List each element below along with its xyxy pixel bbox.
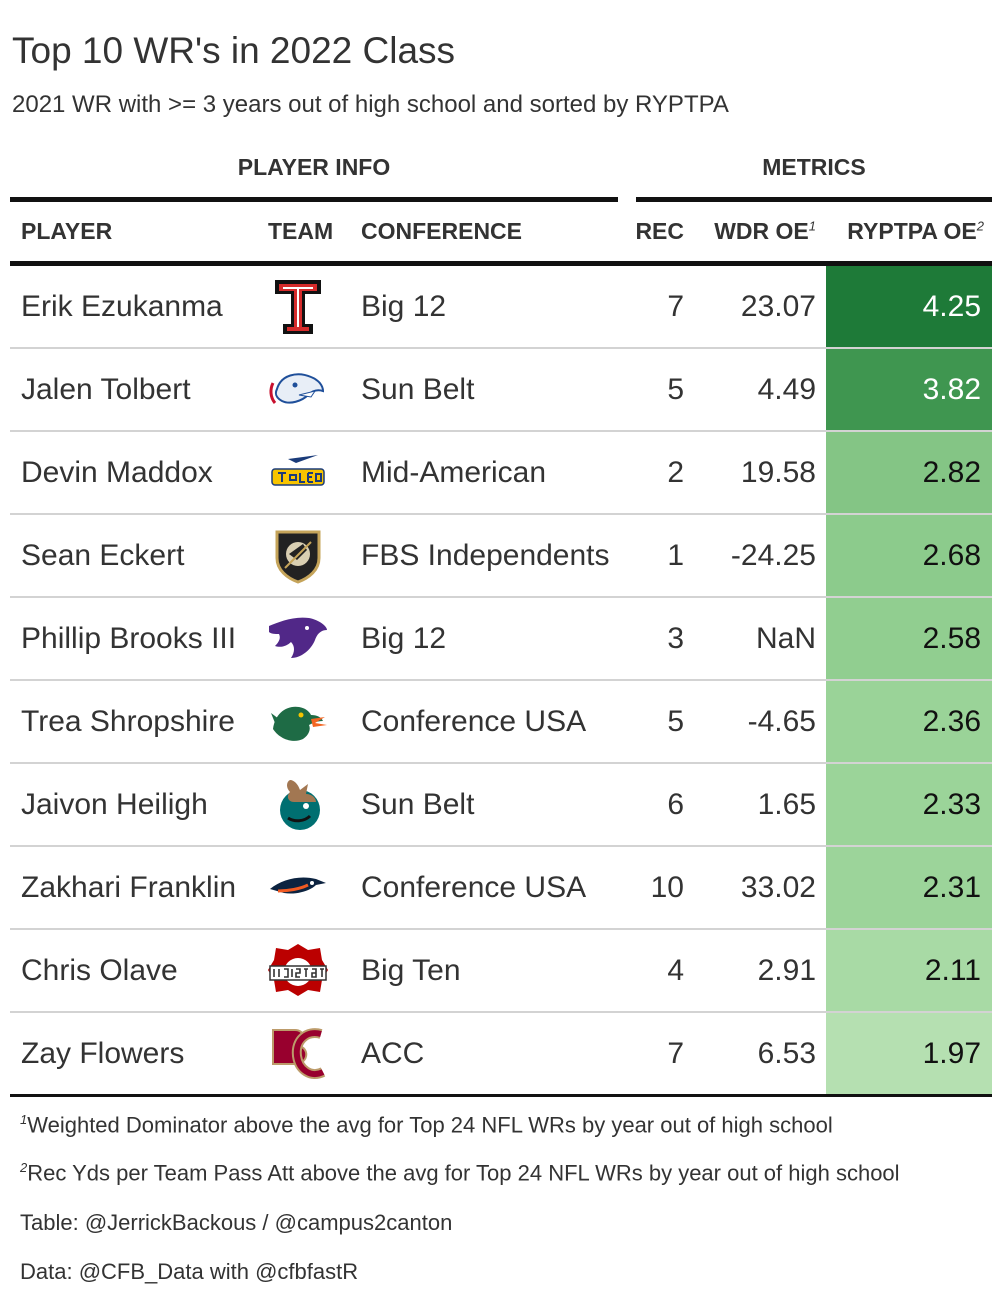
table-row: Erik Ezukanma Big 12 7 23.07 4.25 xyxy=(10,266,992,349)
ryptpa-oe-value: 1.97 xyxy=(826,1013,992,1094)
utsa-logo xyxy=(266,847,330,928)
col-header-player: PLAYER xyxy=(21,218,113,244)
player-name: Trea Shropshire xyxy=(21,705,235,738)
table-row: Chris Olave Big Ten 4 2.91 2.11 xyxy=(10,930,992,1013)
rec-value: 3 xyxy=(667,622,684,655)
player-name: Zay Flowers xyxy=(21,1037,185,1070)
wdr-oe-value: 23.07 xyxy=(740,290,816,323)
south-alabama-logo xyxy=(266,349,330,430)
rec-value: 1 xyxy=(667,539,684,572)
footnote-text: Weighted Dominator above the avg for Top… xyxy=(27,1112,833,1138)
player-name: Sean Eckert xyxy=(21,539,185,572)
player-name: Zakhari Franklin xyxy=(21,871,237,904)
table-row: Jaivon Heiligh Sun Belt 6 1.65 2.33 xyxy=(10,764,992,847)
wdr-oe-value: 4.49 xyxy=(757,373,816,406)
col-header-wdr: WDR OE1 xyxy=(700,218,816,245)
rec-value: 5 xyxy=(667,373,684,406)
table-row: Devin Maddox Mid-American 2 19.58 2.82 xyxy=(10,432,992,515)
conference-name: Sun Belt xyxy=(361,373,475,406)
col-header-conference: CONFERENCE xyxy=(361,218,523,244)
footnote-mark: 1 xyxy=(808,218,816,234)
conference-name: Big Ten xyxy=(361,954,461,987)
texas-tech-logo xyxy=(266,266,330,347)
col-header-team: TEAM xyxy=(268,218,334,244)
coastal-carolina-logo xyxy=(266,764,330,845)
conference-name: Mid-American xyxy=(361,456,547,489)
col-header-wdr-label: WDR OE xyxy=(714,218,809,244)
ryptpa-oe-value: 2.68 xyxy=(826,515,992,596)
footnote-2: 2Rec Yds per Team Pass Att above the avg… xyxy=(20,1160,900,1186)
table-subtitle: 2021 WR with >= 3 years out of high scho… xyxy=(12,91,729,118)
footnote-text: Rec Yds per Team Pass Att above the avg … xyxy=(27,1160,900,1186)
rec-value: 10 xyxy=(650,871,684,904)
source-note-data: Data: @CFB_Data with @cfbfastR xyxy=(20,1259,359,1284)
rec-value: 7 xyxy=(667,290,684,323)
ryptpa-oe-value: 2.58 xyxy=(826,598,992,679)
ryptpa-oe-value: 3.82 xyxy=(826,349,992,430)
table-row: Trea Shropshire Conference USA 5 -4.65 2.36 xyxy=(10,681,992,764)
conference-name: FBS Independents xyxy=(361,539,610,572)
conference-name: Conference USA xyxy=(361,705,587,738)
rec-value: 6 xyxy=(667,788,684,821)
army-logo xyxy=(266,515,330,596)
ryptpa-oe-value: 4.25 xyxy=(826,266,992,347)
conference-name: Conference USA xyxy=(361,871,587,904)
ryptpa-oe-value: 2.82 xyxy=(826,432,992,513)
wdr-oe-value: 6.53 xyxy=(757,1037,816,1070)
spanner-player-info-rule xyxy=(10,197,618,202)
wdr-oe-value: 2.91 xyxy=(757,954,816,987)
wdr-oe-value: -4.65 xyxy=(747,705,816,738)
conference-name: ACC xyxy=(361,1037,425,1070)
kansas-state-logo xyxy=(266,598,330,679)
table-row: Sean Eckert FBS Independents 1 -24.25 2.68 xyxy=(10,515,992,598)
rec-value: 7 xyxy=(667,1037,684,1070)
table-row: Zay Flowers ACC 7 6.53 1.97 xyxy=(10,1013,992,1096)
ryptpa-oe-value: 2.33 xyxy=(826,764,992,845)
wdr-oe-value: 1.65 xyxy=(757,788,816,821)
uab-logo xyxy=(266,681,330,762)
player-name: Jaivon Heiligh xyxy=(21,788,208,821)
wdr-oe-value: NaN xyxy=(755,622,816,655)
source-note-table: Table: @JerrickBackous / @campus2canton xyxy=(20,1210,453,1235)
boston-college-logo xyxy=(266,1013,330,1094)
conference-name: Big 12 xyxy=(361,290,447,323)
player-name: Jalen Tolbert xyxy=(21,373,191,406)
wdr-oe-value: -24.25 xyxy=(730,539,816,572)
col-header-rec: REC xyxy=(635,218,684,244)
table-bottom-rule xyxy=(10,1094,992,1097)
footnote-1: 1Weighted Dominator above the avg for To… xyxy=(20,1112,833,1138)
ryptpa-oe-value: 2.31 xyxy=(826,847,992,928)
player-name: Chris Olave xyxy=(21,954,178,987)
ohio-state-logo xyxy=(266,930,330,1011)
col-header-ryptpa-label: RYPTPA OE xyxy=(847,218,977,244)
ryptpa-oe-value: 2.36 xyxy=(826,681,992,762)
spanner-metrics: METRICS xyxy=(762,154,866,180)
spanner-player-info: PLAYER INFO xyxy=(237,154,391,180)
player-name: Phillip Brooks III xyxy=(21,622,237,655)
player-name: Devin Maddox xyxy=(21,456,213,489)
wdr-oe-value: 19.58 xyxy=(740,456,816,489)
footnote-mark: 2 xyxy=(976,218,984,234)
footnote-mark: 2 xyxy=(20,1160,28,1175)
table-row: Zakhari Franklin Conference USA 10 33.02 2.3… xyxy=(10,847,992,930)
toledo-logo xyxy=(266,432,330,513)
rec-value: 5 xyxy=(667,705,684,738)
col-header-ryptpa: RYPTPA OE2 xyxy=(826,218,984,245)
table-title: Top 10 WR's in 2022 Class xyxy=(12,30,456,71)
table-row: Phillip Brooks III Big 12 3 NaN 2.58 xyxy=(10,598,992,681)
header-rule xyxy=(10,261,992,266)
conference-name: Sun Belt xyxy=(361,788,475,821)
player-name: Erik Ezukanma xyxy=(21,290,223,323)
footnote-mark: 1 xyxy=(20,1112,28,1127)
rec-value: 4 xyxy=(667,954,684,987)
ryptpa-oe-value: 2.11 xyxy=(826,930,992,1011)
rec-value: 2 xyxy=(667,456,684,489)
table-row: Jalen Tolbert Sun Belt 5 4.49 3.82 xyxy=(10,349,992,432)
wdr-oe-value: 33.02 xyxy=(740,871,816,904)
spanner-metrics-rule xyxy=(636,197,992,202)
conference-name: Big 12 xyxy=(361,622,447,655)
